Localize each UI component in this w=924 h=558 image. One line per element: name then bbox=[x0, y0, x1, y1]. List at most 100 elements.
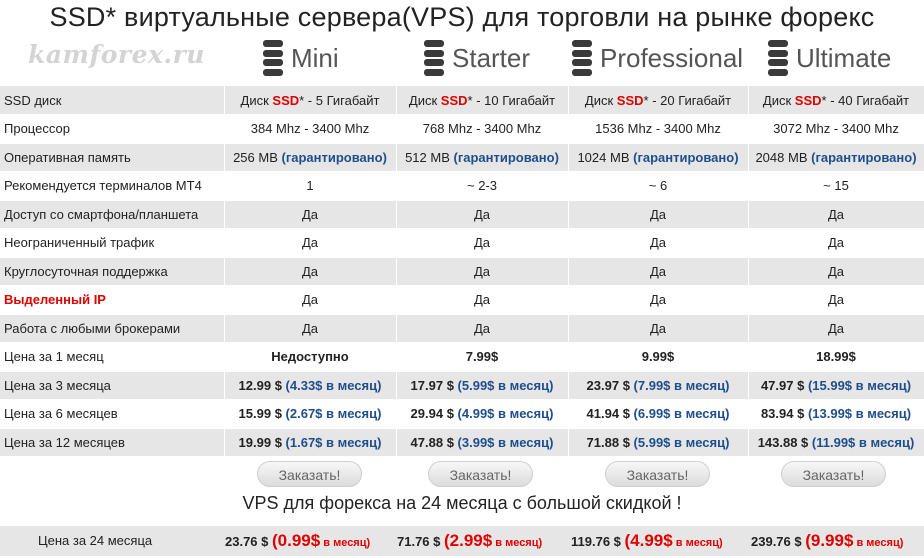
table-cell: Да bbox=[568, 285, 749, 315]
table-cell: 2048 MB (гарантировано) bbox=[748, 143, 924, 172]
plan-header-mini: Mini bbox=[263, 38, 339, 78]
price-total: 119.76 $ bbox=[571, 534, 625, 549]
table-cell: Да bbox=[396, 257, 569, 286]
row-label-highlighted: Выделенный IP bbox=[0, 285, 225, 315]
table-cell: 47.97 $ (15.99$ в месяц) bbox=[748, 371, 924, 400]
server-stack-icon bbox=[572, 40, 592, 76]
price-monthly: (1.67$ в месяц) bbox=[285, 434, 382, 450]
price-24-starter: 71.76 $ (2.99$ в месяц) bbox=[397, 526, 542, 556]
order-button-professional[interactable]: Заказать! bbox=[605, 461, 710, 487]
price-total: 41.94 $ bbox=[586, 406, 634, 422]
table-cell: Да bbox=[568, 200, 749, 229]
row-label: Цена за 3 месяца bbox=[0, 371, 225, 400]
cell-text: Диск bbox=[762, 92, 795, 108]
cell-note: (гарантировано) bbox=[811, 149, 917, 165]
cell-text: * - 5 Гигабайт bbox=[299, 92, 380, 108]
table-cell: 47.88 $ (3.99$ в месяц) bbox=[396, 428, 569, 457]
row-label: Рекомендуется терминалов MT4 bbox=[0, 171, 225, 201]
table-cell: 1024 MB (гарантировано) bbox=[568, 143, 749, 172]
table-row: Цена за 12 месяцев 19.99 $ (1.67$ в меся… bbox=[0, 428, 924, 457]
row-label: Цена за 6 месяцев bbox=[0, 399, 225, 429]
cell-note: (гарантировано) bbox=[453, 149, 559, 165]
table-cell: 1 bbox=[224, 171, 397, 201]
row-label: Доступ со смартфона/планшета bbox=[0, 200, 225, 229]
price-total: 17.97 $ bbox=[410, 377, 458, 393]
price-monthly-suffix: в месяц) bbox=[320, 537, 371, 549]
price-total: 71.88 $ bbox=[586, 434, 634, 450]
price-monthly: (3.99$ в месяц) bbox=[457, 434, 554, 450]
table-cell: Да bbox=[748, 228, 924, 258]
price-monthly: (11.99$ в месяц) bbox=[811, 434, 915, 450]
table-row: Выделенный IP Да Да Да Да bbox=[0, 285, 924, 315]
table-cell: Да bbox=[224, 257, 397, 286]
plan-header-starter: Starter bbox=[424, 38, 530, 78]
table-row: Цена за 1 месяц Недоступно 7.99$ 9.99$ 1… bbox=[0, 342, 924, 372]
price-24-row: Цена за 24 месяца 23.76 $ (0.99$ в месяц… bbox=[0, 526, 924, 556]
price-24-professional: 119.76 $ (4.99$ в месяц) bbox=[571, 526, 723, 556]
table-cell: 768 Mhz - 3400 Mhz bbox=[396, 114, 569, 144]
table-cell: Да bbox=[396, 285, 569, 315]
table-cell: Да bbox=[224, 285, 397, 315]
table-cell: Да bbox=[748, 200, 924, 229]
promo-heading: VPS для форекса на 24 месяца с большой с… bbox=[242, 493, 682, 513]
price-monthly: (7.99$ в месяц) bbox=[633, 377, 730, 393]
table-row: Процессор 384 Mhz - 3400 Mhz 768 Mhz - 3… bbox=[0, 114, 924, 144]
table-cell: ~ 2-3 bbox=[396, 171, 569, 201]
row-label: SSD диск bbox=[0, 86, 225, 115]
table-cell: 19.99 $ (1.67$ в месяц) bbox=[224, 428, 397, 457]
plan-header-professional: Professional bbox=[572, 38, 743, 78]
table-cell: 3072 Mhz - 3400 Mhz bbox=[748, 114, 924, 144]
order-button-mini[interactable]: Заказать! bbox=[257, 461, 362, 487]
table-cell: Да bbox=[748, 285, 924, 315]
site-watermark: kamforex.ru bbox=[28, 40, 205, 69]
cell-text: 512 MB bbox=[405, 149, 454, 165]
price-monthly: (0.99$ bbox=[272, 531, 321, 550]
price-total: 12.99 $ bbox=[238, 377, 286, 393]
price-total: 239.76 $ bbox=[751, 534, 806, 549]
price-monthly: (4.99$ в месяц) bbox=[457, 406, 554, 422]
table-cell: 1536 Mhz - 3400 Mhz bbox=[568, 114, 749, 144]
plan-header-ultimate: Ultimate bbox=[768, 38, 891, 78]
price-monthly-suffix: в месяц) bbox=[672, 537, 723, 549]
price-monthly-suffix: в месяц) bbox=[853, 537, 904, 549]
row-label: Работа с любыми брокерами bbox=[0, 314, 225, 343]
table-cell: Да bbox=[748, 257, 924, 286]
table-cell: Диск SSD* - 10 Гигабайт bbox=[396, 86, 569, 115]
price-monthly: (2.99$ bbox=[444, 531, 493, 550]
server-stack-icon bbox=[263, 40, 283, 76]
order-button-starter[interactable]: Заказать! bbox=[428, 461, 533, 487]
ssd-highlight: SSD bbox=[794, 92, 822, 108]
table-cell: 512 MB (гарантировано) bbox=[396, 143, 569, 172]
order-button-ultimate[interactable]: Заказать! bbox=[781, 461, 886, 487]
table-cell: Недоступно bbox=[224, 342, 397, 372]
price-total: 71.76 $ bbox=[397, 534, 444, 549]
table-cell: Да bbox=[396, 314, 569, 343]
cell-text: * - 10 Гигабайт bbox=[467, 92, 556, 108]
table-row: Доступ со смартфона/планшета Да Да Да Да bbox=[0, 200, 924, 229]
plan-name: Mini bbox=[291, 42, 339, 73]
table-cell: Да bbox=[396, 200, 569, 229]
price-monthly-suffix: в месяц) bbox=[492, 537, 543, 549]
table-cell: Да bbox=[568, 314, 749, 343]
ssd-highlight: SSD bbox=[440, 92, 468, 108]
price-monthly: (2.67$ в месяц) bbox=[285, 406, 382, 422]
row-label: Цена за 24 месяца bbox=[38, 533, 153, 548]
cell-text: 1024 MB bbox=[577, 149, 634, 165]
table-cell: Да bbox=[748, 314, 924, 343]
price-monthly: (4.99$ bbox=[624, 531, 673, 550]
cell-note: (гарантировано) bbox=[281, 149, 387, 165]
price-total: 23.76 $ bbox=[225, 534, 272, 549]
row-label: Круглосуточная поддержка bbox=[0, 257, 225, 286]
row-label: Цена за 12 месяцев bbox=[0, 428, 225, 457]
row-label: Неограниченный трафик bbox=[0, 228, 225, 258]
table-row: Неограниченный трафик Да Да Да Да bbox=[0, 228, 924, 258]
price-monthly: (13.99$ в месяц) bbox=[807, 406, 912, 422]
price-total: 143.88 $ bbox=[757, 434, 812, 450]
table-row: Цена за 3 месяца 12.99 $ (4.33$ в месяц)… bbox=[0, 371, 924, 400]
cell-text: Диск bbox=[584, 92, 617, 108]
row-label: Оперативная память bbox=[0, 143, 225, 172]
price-total: 23.97 $ bbox=[586, 377, 634, 393]
table-cell: 83.94 $ (13.99$ в месяц) bbox=[748, 399, 924, 429]
table-cell: Диск SSD* - 20 Гигабайт bbox=[568, 86, 749, 115]
table-cell: 12.99 $ (4.33$ в месяц) bbox=[224, 371, 397, 400]
